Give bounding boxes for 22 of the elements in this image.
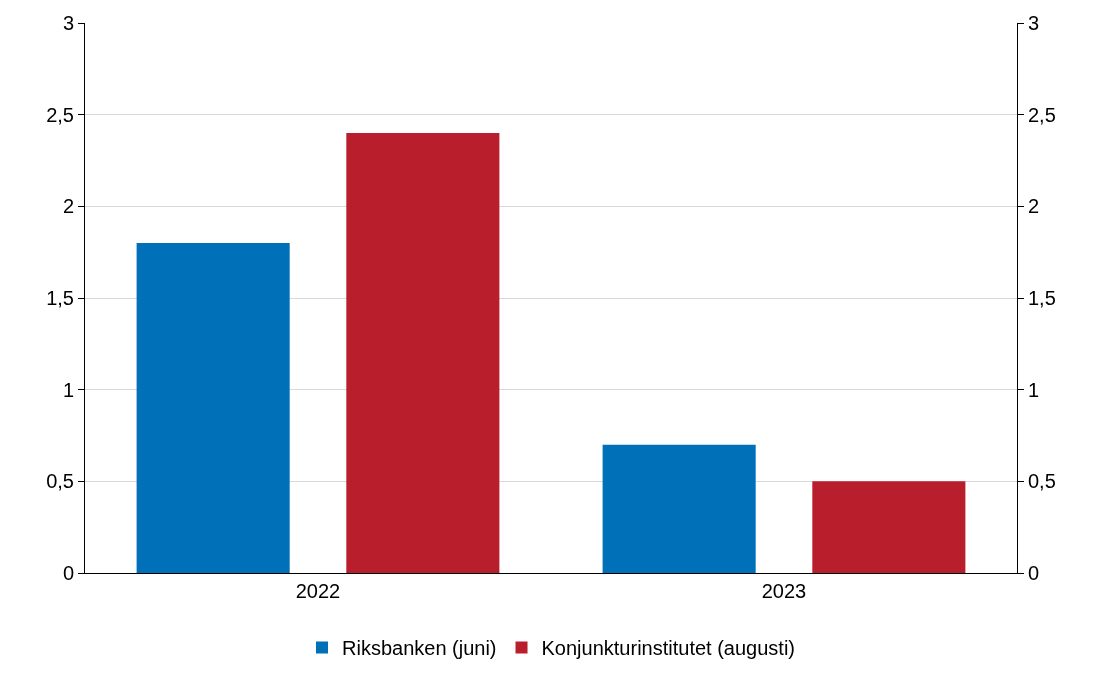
bar — [602, 444, 756, 573]
y2-tick-label: 1,5 — [1028, 287, 1056, 309]
y-tick-label: 1 — [62, 378, 74, 401]
legend-label: Riksbanken (juni) — [342, 637, 497, 660]
y-tick-label: 0 — [62, 562, 74, 584]
y2-tick-label: 0 — [1028, 562, 1040, 584]
bar — [812, 481, 966, 573]
y-tick-label: 2,5 — [46, 103, 74, 126]
y-tick-label: 0,5 — [46, 470, 74, 493]
bar — [136, 243, 290, 573]
y2-tick-label: 0,5 — [1028, 470, 1056, 493]
x-tick-label: 2022 — [295, 580, 341, 602]
y-tick-label: 1,5 — [46, 287, 74, 309]
y2-tick-label: 2,5 — [1028, 103, 1056, 126]
legend-label: Konjunkturinstitutet (augusti) — [541, 637, 795, 660]
y2-tick-label: 1 — [1028, 378, 1040, 401]
y-tick-label: 3 — [62, 12, 74, 34]
x-tick-label: 2023 — [761, 580, 807, 602]
y-tick-label: 2 — [62, 195, 74, 218]
y2-tick-label: 3 — [1028, 12, 1040, 34]
y2-tick-label: 2 — [1028, 195, 1040, 218]
bar — [346, 133, 500, 573]
